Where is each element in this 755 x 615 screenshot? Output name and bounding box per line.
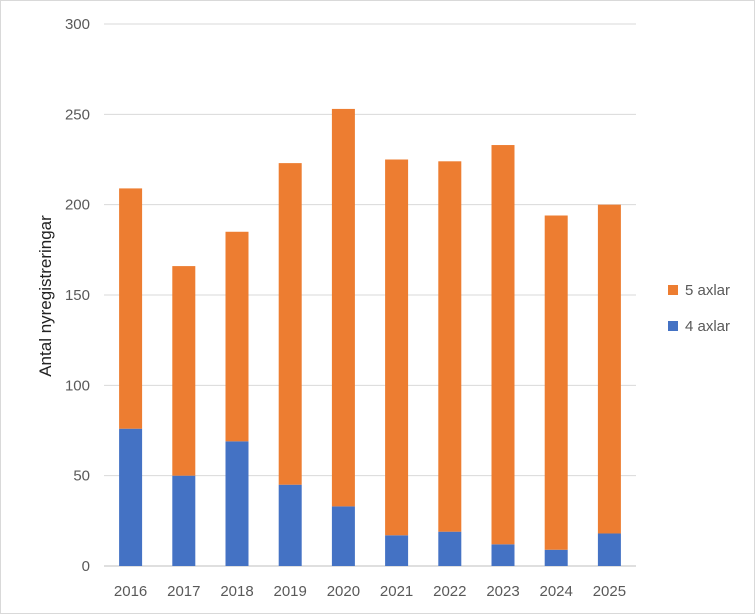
bar-4-axlar-2016: [119, 428, 143, 566]
bar-4-axlar-2022: [438, 531, 462, 566]
bar-4-axlar-2020: [331, 506, 355, 566]
y-tick-label: 50: [73, 468, 90, 485]
bar-5-axlar-2025: [597, 204, 621, 534]
bars: [119, 108, 621, 566]
bar-4-axlar-2023: [491, 544, 515, 566]
bar-5-axlar-2017: [172, 266, 196, 476]
y-tick-label: 150: [65, 287, 90, 304]
bar-4-axlar-2021: [385, 535, 409, 566]
bar-4-axlar-2025: [597, 533, 621, 566]
bar-5-axlar-2020: [331, 108, 355, 507]
y-tick-label: 0: [82, 558, 90, 575]
legend-label: 5 axlar: [685, 282, 730, 299]
x-tick-label: 2018: [220, 583, 253, 600]
y-axis-ticks: 0 50 100 150 200 250 300: [65, 16, 90, 575]
x-tick-label: 2017: [167, 583, 200, 600]
bar-5-axlar-2022: [438, 161, 462, 532]
legend: 5 axlar 4 axlar: [668, 282, 730, 335]
legend-label: 4 axlar: [685, 318, 730, 335]
y-axis-label: Antal nyregistreringar: [36, 215, 55, 377]
x-tick-label: 2019: [274, 583, 307, 600]
y-tick-label: 100: [65, 377, 90, 394]
bar-5-axlar-2024: [544, 215, 568, 550]
x-tick-label: 2025: [593, 583, 626, 600]
y-tick-label: 250: [65, 106, 90, 123]
x-tick-label: 2024: [540, 583, 573, 600]
bar-5-axlar-2019: [278, 163, 302, 485]
bar-5-axlar-2016: [119, 188, 143, 429]
x-axis-ticks: 2016 2017 2018 2019 2020 2021 2022 2023 2024 2025: [114, 583, 626, 600]
bar-4-axlar-2017: [172, 475, 196, 566]
x-tick-label: 2021: [380, 583, 413, 600]
bar-4-axlar-2024: [544, 549, 568, 566]
x-tick-label: 2023: [486, 583, 519, 600]
bar-5-axlar-2023: [491, 145, 515, 545]
y-tick-label: 300: [65, 16, 90, 33]
x-tick-label: 2016: [114, 583, 147, 600]
legend-swatch: [668, 285, 678, 295]
y-tick-label: 200: [65, 197, 90, 214]
x-tick-label: 2020: [327, 583, 360, 600]
bar-4-axlar-2018: [225, 441, 249, 566]
bar-4-axlar-2019: [278, 484, 302, 566]
x-tick-label: 2022: [433, 583, 466, 600]
bar-5-axlar-2018: [225, 231, 249, 442]
bar-5-axlar-2021: [385, 159, 409, 536]
legend-swatch: [668, 321, 678, 331]
